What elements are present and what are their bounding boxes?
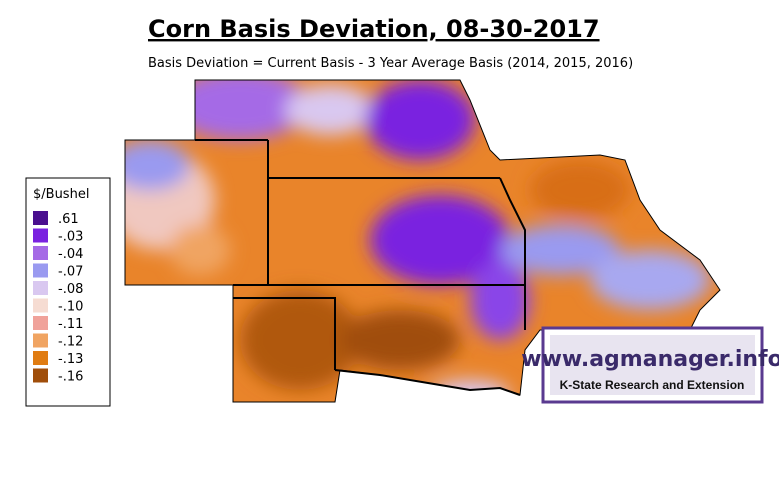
legend-label: .61 xyxy=(58,212,79,227)
legend-swatch xyxy=(33,228,48,243)
state-borders xyxy=(124,79,721,403)
legend-swatch xyxy=(33,316,48,330)
logo-bg xyxy=(550,335,755,395)
subtitle: Basis Deviation = Current Basis - 3 Year… xyxy=(148,56,633,71)
legend-swatch xyxy=(33,281,48,295)
title: Corn Basis Deviation, 08-30-2017 xyxy=(148,15,600,43)
legend-swatch xyxy=(33,333,48,348)
logo-url: www.agmanager.info xyxy=(521,347,779,372)
legend-swatch xyxy=(33,246,48,260)
legend-label: -.13 xyxy=(58,352,83,367)
legend-label: -.16 xyxy=(58,370,83,385)
legend-swatch xyxy=(33,368,48,383)
legend-swatch xyxy=(33,298,48,313)
legend-label: -.10 xyxy=(58,300,83,315)
legend-swatch xyxy=(33,263,48,278)
legend-title: $/Bushel xyxy=(33,187,89,202)
legend-swatch xyxy=(33,351,48,365)
legend-label: -.11 xyxy=(58,317,83,332)
legend-label: -.08 xyxy=(58,282,83,297)
legend-swatch xyxy=(33,211,48,225)
legend-label: -.07 xyxy=(58,265,83,280)
legend-label: -.12 xyxy=(58,335,83,350)
legend-label: -.03 xyxy=(58,230,83,245)
legend-label: -.04 xyxy=(58,247,83,262)
logo-org: K-State Research and Extension xyxy=(560,378,745,392)
